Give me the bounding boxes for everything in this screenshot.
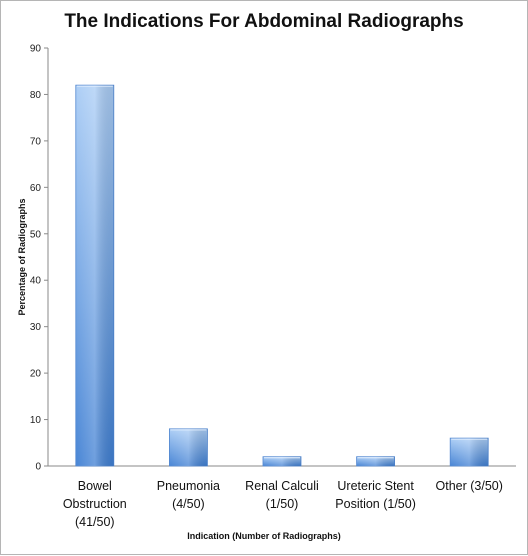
x-axis-label: Indication (Number of Radiographs)	[187, 531, 341, 541]
category-label: Ureteric Stent	[337, 479, 414, 493]
y-tick-label: 10	[30, 415, 42, 426]
category-label: Obstruction	[63, 497, 127, 511]
bar-highlight	[356, 456, 395, 466]
y-tick-label: 40	[30, 276, 42, 287]
category-label: Other (3/50)	[436, 479, 503, 493]
category-label: (41/50)	[75, 515, 115, 529]
category-label: Position (1/50)	[335, 497, 416, 511]
bar-highlight	[450, 438, 489, 466]
bar-highlight	[263, 456, 301, 466]
y-tick-label: 30	[30, 322, 42, 333]
y-tick-label: 0	[35, 462, 41, 473]
bar-highlight	[75, 85, 114, 467]
chart-title: The Indications For Abdominal Radiograph…	[64, 11, 464, 32]
bar-highlight	[169, 428, 208, 466]
category-label: Renal Calculi	[245, 479, 319, 493]
y-tick-label: 50	[30, 229, 42, 240]
y-tick-label: 20	[30, 369, 42, 380]
y-tick-label: 60	[30, 183, 42, 194]
y-tick-label: 80	[30, 90, 42, 101]
y-tick-label: 70	[30, 136, 42, 147]
category-label: (1/50)	[266, 497, 299, 511]
category-label: Pneumonia	[157, 479, 220, 493]
category-label: Bowel	[78, 479, 112, 493]
category-label: (4/50)	[172, 497, 205, 511]
y-tick-label: 90	[30, 44, 42, 55]
